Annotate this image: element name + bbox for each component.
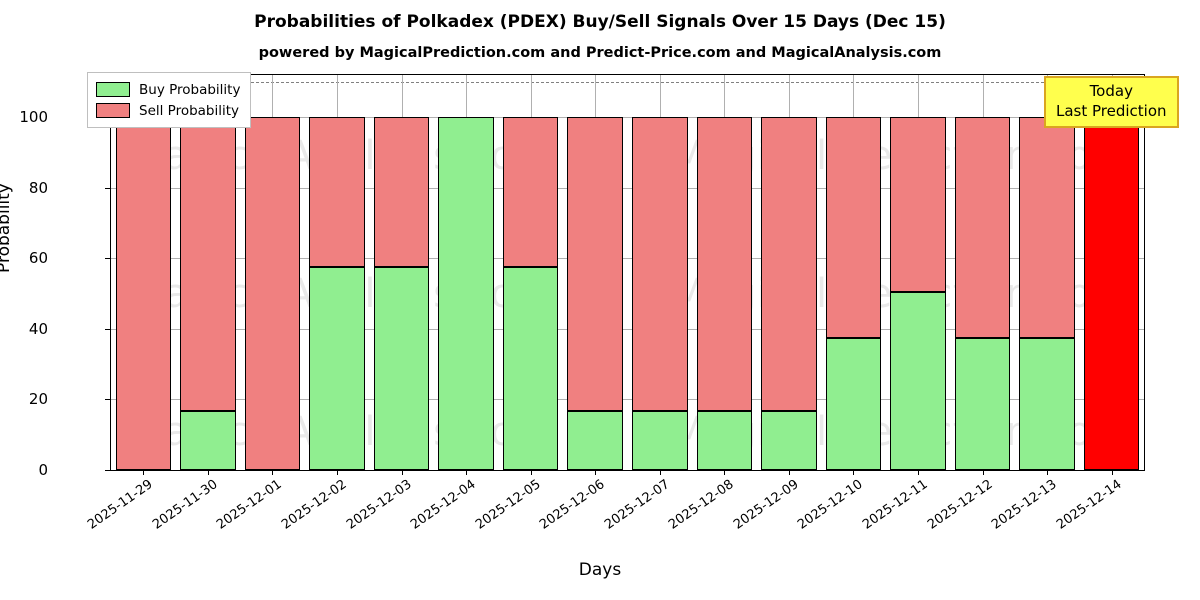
bar-segment-sell[interactable] bbox=[954, 117, 1011, 338]
bar-group[interactable] bbox=[761, 75, 817, 470]
bar-segment-buy[interactable] bbox=[373, 267, 430, 470]
y-axis-tick-label: 20 bbox=[28, 390, 48, 409]
legend-swatch-sell-icon bbox=[96, 103, 130, 118]
x-axis-tick-mark bbox=[724, 470, 726, 475]
y-gridline bbox=[111, 328, 1144, 330]
chart-title: Probabilities of Polkadex (PDEX) Buy/Sel… bbox=[254, 12, 946, 32]
plot-area: MagicalAnalysis.comMagicalPrediction.com… bbox=[110, 74, 1145, 471]
legend-item-buy: Buy Probability bbox=[96, 79, 240, 100]
y-axis-tick-label: 40 bbox=[28, 319, 48, 338]
bar-segment-sell[interactable] bbox=[373, 117, 430, 268]
bar-segment-buy[interactable] bbox=[825, 337, 882, 470]
bar-segment-sell[interactable] bbox=[632, 117, 688, 412]
bar-group[interactable] bbox=[632, 75, 688, 470]
bar-segment-sell[interactable] bbox=[244, 117, 301, 470]
reference-dashed-line bbox=[111, 82, 1144, 84]
chart-subtitle: powered by MagicalPrediction.com and Pre… bbox=[258, 45, 942, 61]
bar-segment-sell[interactable] bbox=[309, 117, 365, 268]
x-axis-tick-mark bbox=[466, 470, 468, 475]
x-axis-tick-mark bbox=[982, 470, 984, 475]
legend-swatch-buy-icon bbox=[96, 82, 130, 97]
bar-group[interactable] bbox=[180, 75, 236, 470]
bar-group[interactable] bbox=[244, 75, 301, 470]
bar-segment-sell[interactable] bbox=[567, 117, 623, 412]
legend-label-sell: Sell Probability bbox=[139, 102, 240, 119]
x-axis-tick-mark bbox=[272, 470, 274, 475]
y-gridline bbox=[111, 258, 1144, 260]
x-axis-tick-mark bbox=[401, 470, 403, 475]
bar-group[interactable] bbox=[502, 75, 559, 470]
chart-legend: Buy Probability Sell Probability bbox=[87, 72, 252, 128]
bar-group[interactable] bbox=[825, 75, 882, 470]
bar-group[interactable] bbox=[309, 75, 365, 470]
x-axis-tick-mark bbox=[595, 470, 597, 475]
bar-segment-sell[interactable] bbox=[696, 117, 753, 412]
bar-group[interactable] bbox=[373, 75, 430, 470]
bar-segment-sell[interactable] bbox=[180, 117, 236, 412]
bar-group[interactable] bbox=[115, 75, 172, 470]
x-axis-tick-mark bbox=[853, 470, 855, 475]
today-annotation-line2: Last Prediction bbox=[1056, 102, 1167, 120]
y-axis-tick-label: 60 bbox=[28, 249, 48, 268]
x-axis-label: Days bbox=[578, 560, 622, 580]
y-axis-tick-mark bbox=[105, 328, 110, 330]
bar-segment-sell[interactable] bbox=[761, 117, 817, 412]
bar-segment-buy[interactable] bbox=[567, 411, 623, 470]
y-gridline bbox=[111, 187, 1144, 189]
bar-segment-buy[interactable] bbox=[890, 292, 946, 470]
y-axis-tick-mark bbox=[105, 470, 110, 471]
bar-group[interactable] bbox=[890, 75, 946, 470]
x-axis-tick-mark bbox=[336, 470, 338, 475]
y-axis-tick-mark bbox=[105, 187, 110, 189]
x-axis-tick-mark bbox=[1111, 470, 1113, 475]
bar-segment-buy[interactable] bbox=[632, 411, 688, 470]
x-axis-tick-mark bbox=[530, 470, 532, 475]
y-axis-tick-label: 0 bbox=[38, 461, 48, 479]
bar-group[interactable] bbox=[696, 75, 753, 470]
bar-segment-buy[interactable] bbox=[954, 337, 1011, 470]
plot-inner: MagicalAnalysis.comMagicalPrediction.com… bbox=[111, 75, 1144, 470]
x-axis-tick-mark bbox=[788, 470, 790, 475]
bar-group[interactable] bbox=[438, 75, 494, 470]
bar-segment-buy[interactable] bbox=[696, 411, 753, 470]
x-axis-tick-mark bbox=[918, 470, 920, 475]
bar-segment-sell[interactable] bbox=[825, 117, 882, 338]
bar-segment-sell[interactable] bbox=[1019, 117, 1075, 338]
x-axis-tick-mark bbox=[143, 470, 145, 475]
bar-group[interactable] bbox=[1019, 75, 1075, 470]
bar-group[interactable] bbox=[567, 75, 623, 470]
today-annotation: Today Last Prediction bbox=[1044, 76, 1179, 128]
bar-segment-buy[interactable] bbox=[309, 267, 365, 470]
legend-item-sell: Sell Probability bbox=[96, 100, 240, 121]
bar-segment-sell[interactable] bbox=[115, 117, 172, 470]
bar-segment-buy[interactable] bbox=[438, 117, 494, 470]
bar-segment-buy[interactable] bbox=[180, 411, 236, 470]
bar-segment-buy[interactable] bbox=[502, 267, 559, 470]
bar-segment-buy[interactable] bbox=[761, 411, 817, 470]
bar-segment-sell[interactable] bbox=[502, 117, 559, 268]
bar-segment-today[interactable] bbox=[1083, 117, 1140, 470]
today-annotation-line1: Today bbox=[1089, 82, 1133, 100]
bar-segment-sell[interactable] bbox=[890, 117, 946, 293]
bar-group[interactable] bbox=[1083, 75, 1140, 470]
bar-group[interactable] bbox=[954, 75, 1011, 470]
y-gridline bbox=[111, 399, 1144, 401]
y-axis-tick-mark bbox=[105, 258, 110, 260]
y-gridline bbox=[111, 117, 1144, 119]
bar-segment-buy[interactable] bbox=[1019, 337, 1075, 470]
legend-label-buy: Buy Probability bbox=[139, 81, 241, 98]
x-axis-tick-mark bbox=[659, 470, 661, 475]
y-axis-tick-label: 80 bbox=[28, 178, 48, 197]
y-axis-tick-label: 100 bbox=[19, 108, 48, 127]
x-axis-tick-mark bbox=[207, 470, 209, 475]
x-axis-tick-mark bbox=[1047, 470, 1049, 475]
y-axis-tick-mark bbox=[105, 399, 110, 401]
